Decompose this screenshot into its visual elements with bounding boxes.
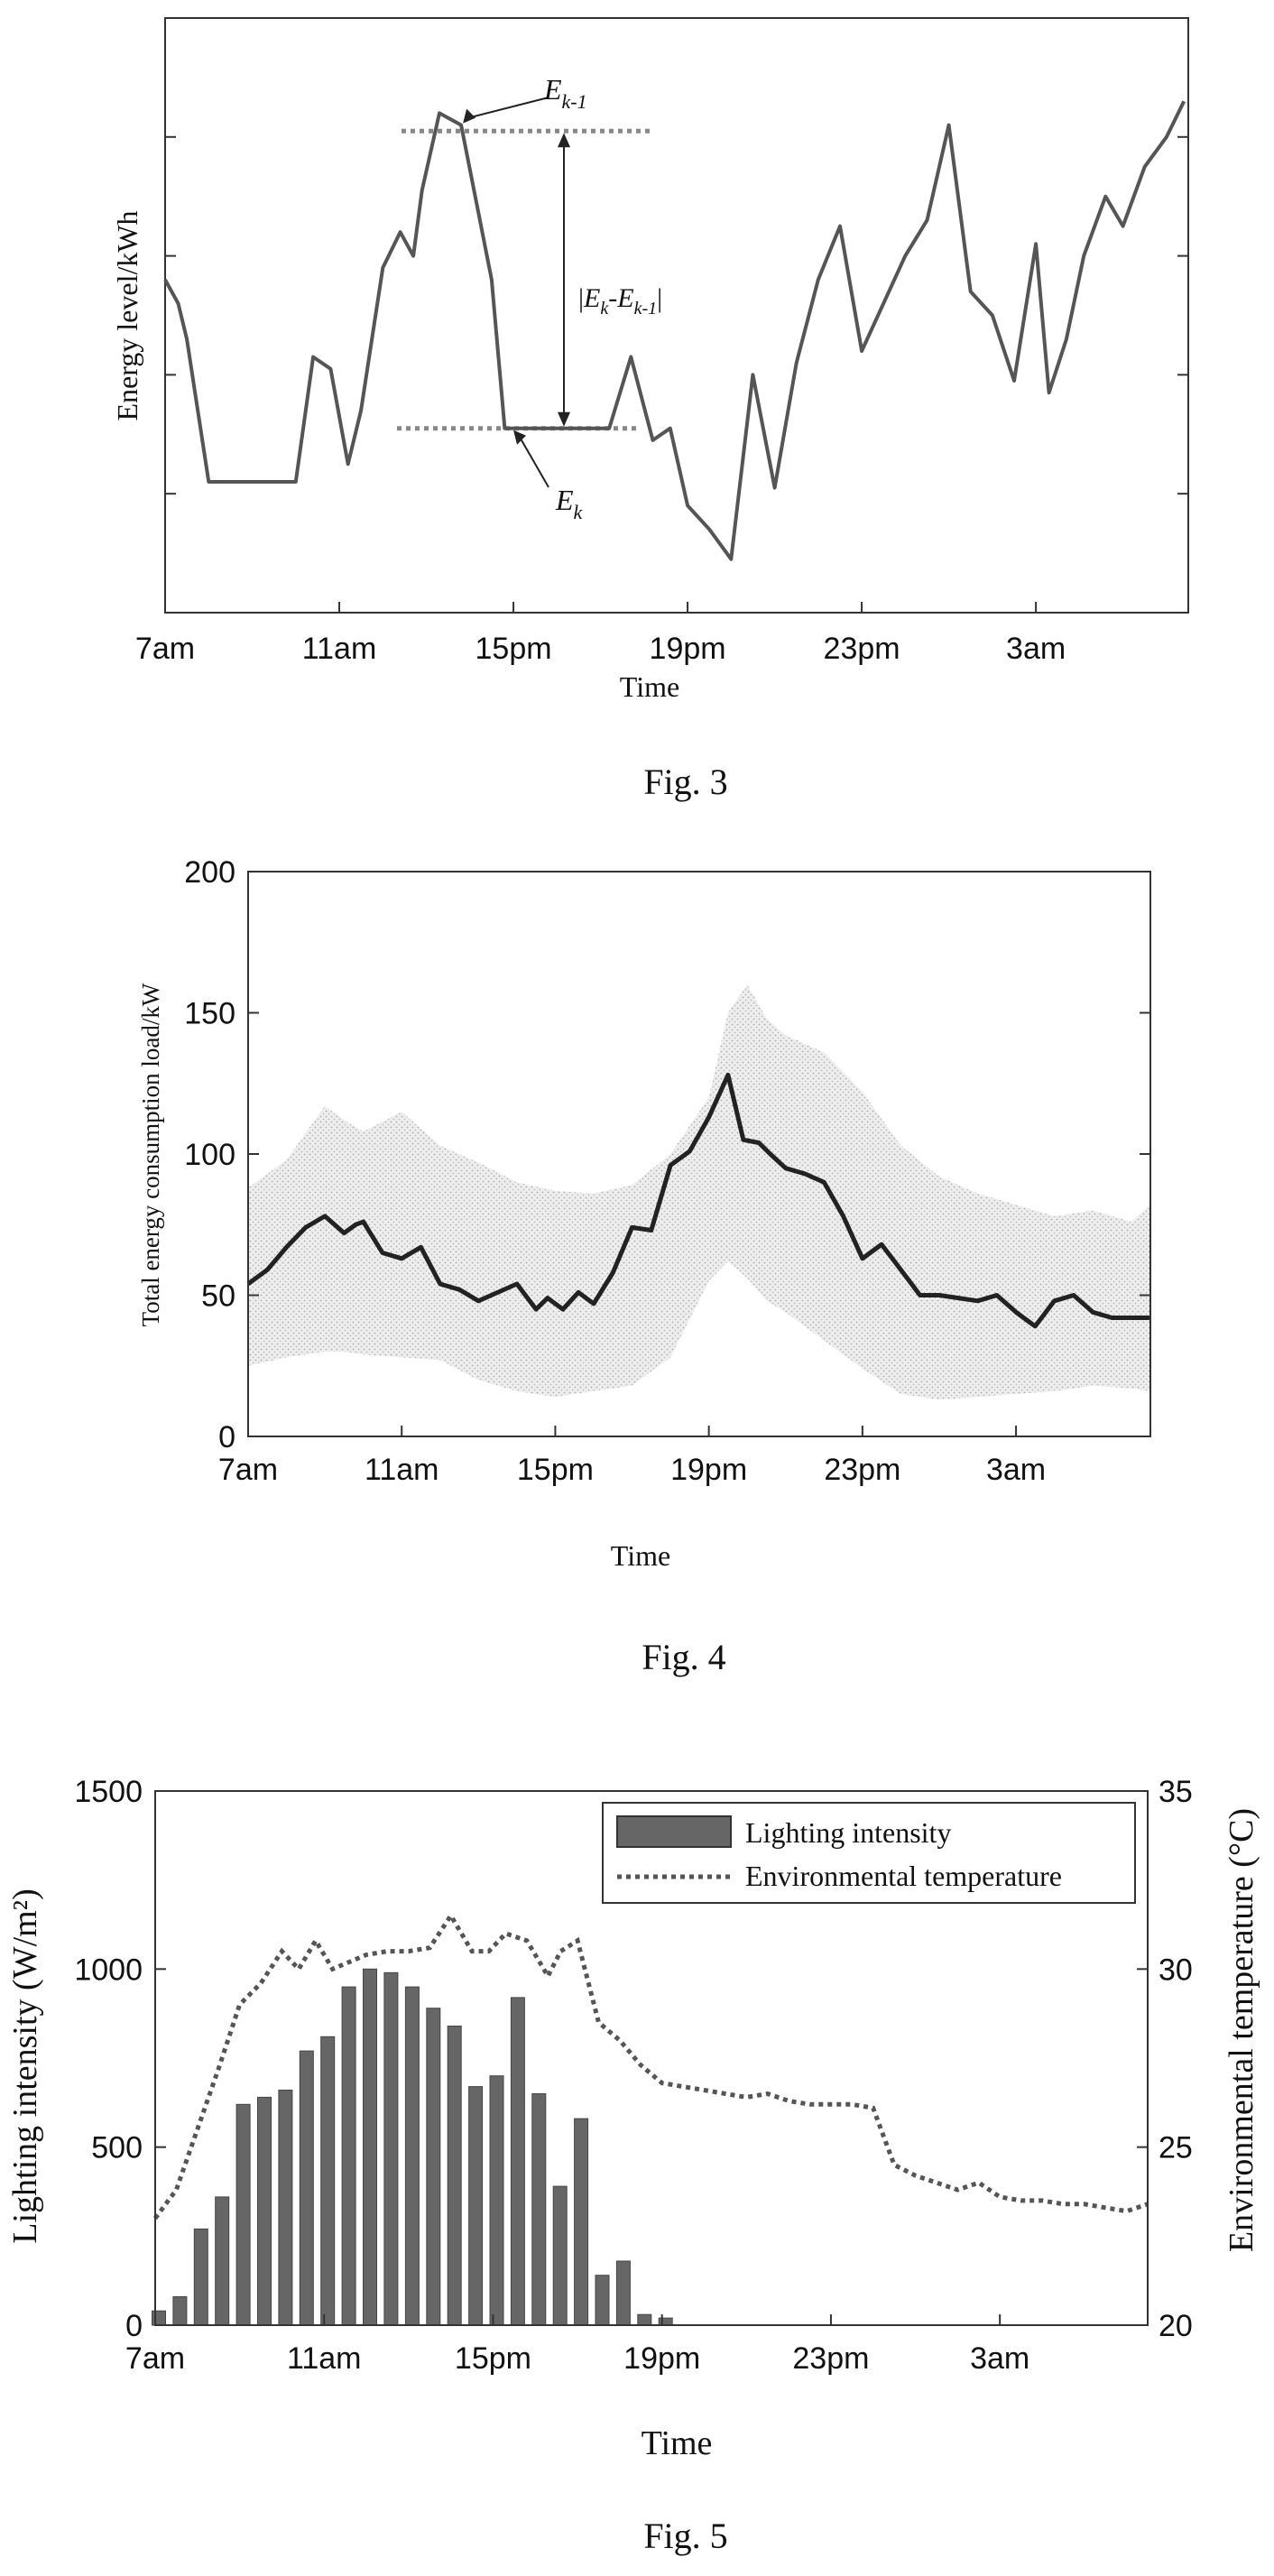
fig3-x-tick-label: 15pm [475, 632, 552, 666]
fig3-delta-arrowhead-down [558, 411, 570, 427]
figure-5: 0 500 1000 1500 20 25 30 35 7am 11am 15pm 19pm 23p… [0, 1732, 1274, 2571]
fig5-bar [299, 2050, 314, 2326]
fig5-legend-bar-label: Lighting intensity [745, 1816, 951, 1849]
fig4-x-tick-label: 7am [218, 1453, 278, 1487]
fig5-bar [447, 2026, 462, 2326]
fig5-bar [489, 2075, 504, 2326]
fig5-bar [215, 2196, 230, 2326]
fig3-label-delta: |Ek-Ek-1| [578, 283, 662, 319]
fig4-x-tick-label: 11am [365, 1453, 439, 1487]
fig5-x-axis-label: Time [642, 2424, 713, 2462]
fig5-y-left-tick-label: 0 [125, 2309, 143, 2343]
figure-4: 0 50 100 150 200 7am 11am 15pm 19pm 23pm 3am Time… [0, 812, 1274, 1732]
fig3-chart: 7am 11am 15pm 19pm 23pm 3am Ek-1 Ek |Ek-Ek-1| T… [111, 17, 1189, 802]
fig4-x-tick-label: 3am [986, 1453, 1046, 1487]
fig5-y-right-tick-label: 20 [1159, 2309, 1193, 2343]
fig4-y-tick-label: 200 [184, 855, 235, 890]
fig4-chart: 0 50 100 150 200 7am 11am 15pm 19pm 23pm 3am Time… [137, 855, 1151, 1677]
fig5-chart: 0 500 1000 1500 20 25 30 35 7am 11am 15pm 19pm 23p… [6, 1775, 1260, 2556]
fig5-bar [235, 2103, 251, 2326]
fig5-bar [341, 1986, 356, 2326]
fig3-series-line [163, 100, 1186, 561]
fig4-y-axis-label: Total energy consumption load/kW [137, 983, 164, 1326]
fig5-bar [510, 1997, 525, 2326]
fig5-x-tick-label: 15pm [455, 2341, 531, 2376]
fig4-y-tick-label: 50 [201, 1279, 235, 1314]
fig3-x-tick-label: 7am [135, 632, 195, 666]
fig4-x-tick-label: 23pm [824, 1453, 900, 1487]
fig5-bar [426, 2008, 441, 2326]
fig5-bar [595, 2275, 610, 2326]
fig4-confidence-band [248, 984, 1150, 1400]
fig5-bar [320, 2036, 336, 2326]
fig3-upper-pointer [467, 97, 549, 119]
fig4-caption: Fig. 4 [642, 1637, 725, 1677]
fig5-bar [363, 1968, 377, 2326]
fig5-x-tick-label: 3am [970, 2341, 1029, 2376]
fig5-bar [172, 2295, 188, 2326]
fig5-bar [257, 2096, 272, 2326]
fig4-x-tick-label: 19pm [670, 1453, 747, 1487]
fig5-caption: Fig. 5 [643, 2516, 727, 2556]
fig3-x-tick-label: 19pm [650, 632, 726, 666]
fig5-x-tick-label: 7am [125, 2341, 185, 2376]
fig5-y-right-tick-label: 30 [1159, 1953, 1193, 1987]
fig5-bar [574, 2118, 589, 2326]
fig3-upper-pointer-head [463, 108, 476, 124]
fig5-y-axis-left-label: Lighting intensity (W/m²) [6, 1888, 44, 2243]
fig5-y-left-tick-label: 500 [91, 2131, 143, 2165]
fig5-bar [404, 1986, 420, 2326]
fig5-bar [637, 2313, 652, 2326]
fig5-x-tick-label: 11am [287, 2341, 362, 2376]
fig3-label-ek-1: Ek-1 [543, 73, 587, 113]
fig3-lower-pointer [518, 435, 549, 488]
fig3-lower-pointer-head [513, 429, 527, 445]
fig5-y-left-tick-label: 1500 [74, 1775, 143, 1809]
fig3-plot-frame [164, 17, 1189, 614]
fig4-y-tick-label: 0 [218, 1420, 235, 1454]
fig5-legend-line-label: Environmental temperature [745, 1860, 1062, 1892]
fig3-x-tick-label: 3am [1006, 632, 1066, 666]
fig3-x-tick-label: 11am [302, 632, 377, 666]
fig5-bar [383, 1971, 399, 2326]
fig5-bar [552, 2185, 568, 2326]
fig5-y-axis-right-label: Environmental temperature (°C) [1223, 1808, 1260, 2252]
fig3-caption: Fig. 3 [643, 762, 727, 802]
fig4-mean-line [246, 1072, 1150, 1329]
fig4-x-axis-label: Time [611, 1539, 670, 1572]
fig5-bar [468, 2086, 484, 2326]
fig5-x-tick-label: 19pm [623, 2341, 700, 2376]
fig5-x-tick-label: 23pm [792, 2341, 869, 2376]
fig3-label-ek: Ek [555, 484, 584, 523]
fig5-bar [615, 2260, 631, 2326]
figure-3: 7am 11am 15pm 19pm 23pm 3am Ek-1 Ek |Ek-Ek-1| T… [0, 0, 1274, 812]
fig5-y-right-tick-label: 25 [1159, 2131, 1193, 2165]
fig5-bar [531, 2093, 547, 2326]
fig5-bar [152, 2310, 166, 2326]
fig5-bar [658, 2317, 673, 2326]
fig3-delta-arrowhead-up [558, 133, 570, 148]
fig3-y-axis-label: Energy level/kWh [111, 210, 143, 420]
fig4-y-tick-label: 150 [184, 997, 235, 1031]
fig5-temperature-line [152, 1911, 1149, 2221]
fig3-x-tick-label: 23pm [824, 632, 900, 666]
fig3-x-axis-label: Time [620, 670, 679, 703]
fig5-y-left-tick-label: 1000 [74, 1953, 143, 1987]
fig4-x-tick-label: 15pm [517, 1453, 594, 1487]
fig5-y-right-tick-label: 35 [1159, 1775, 1193, 1809]
fig5-bar [193, 2228, 208, 2326]
fig5-legend-bar-swatch [616, 1815, 732, 1848]
fig5-legend: Lighting intensity Environmental tempera… [602, 1802, 1136, 1904]
fig4-y-tick-label: 100 [184, 1138, 235, 1172]
fig5-bar [278, 2090, 293, 2326]
fig5-plot-frame [154, 1790, 1149, 2326]
